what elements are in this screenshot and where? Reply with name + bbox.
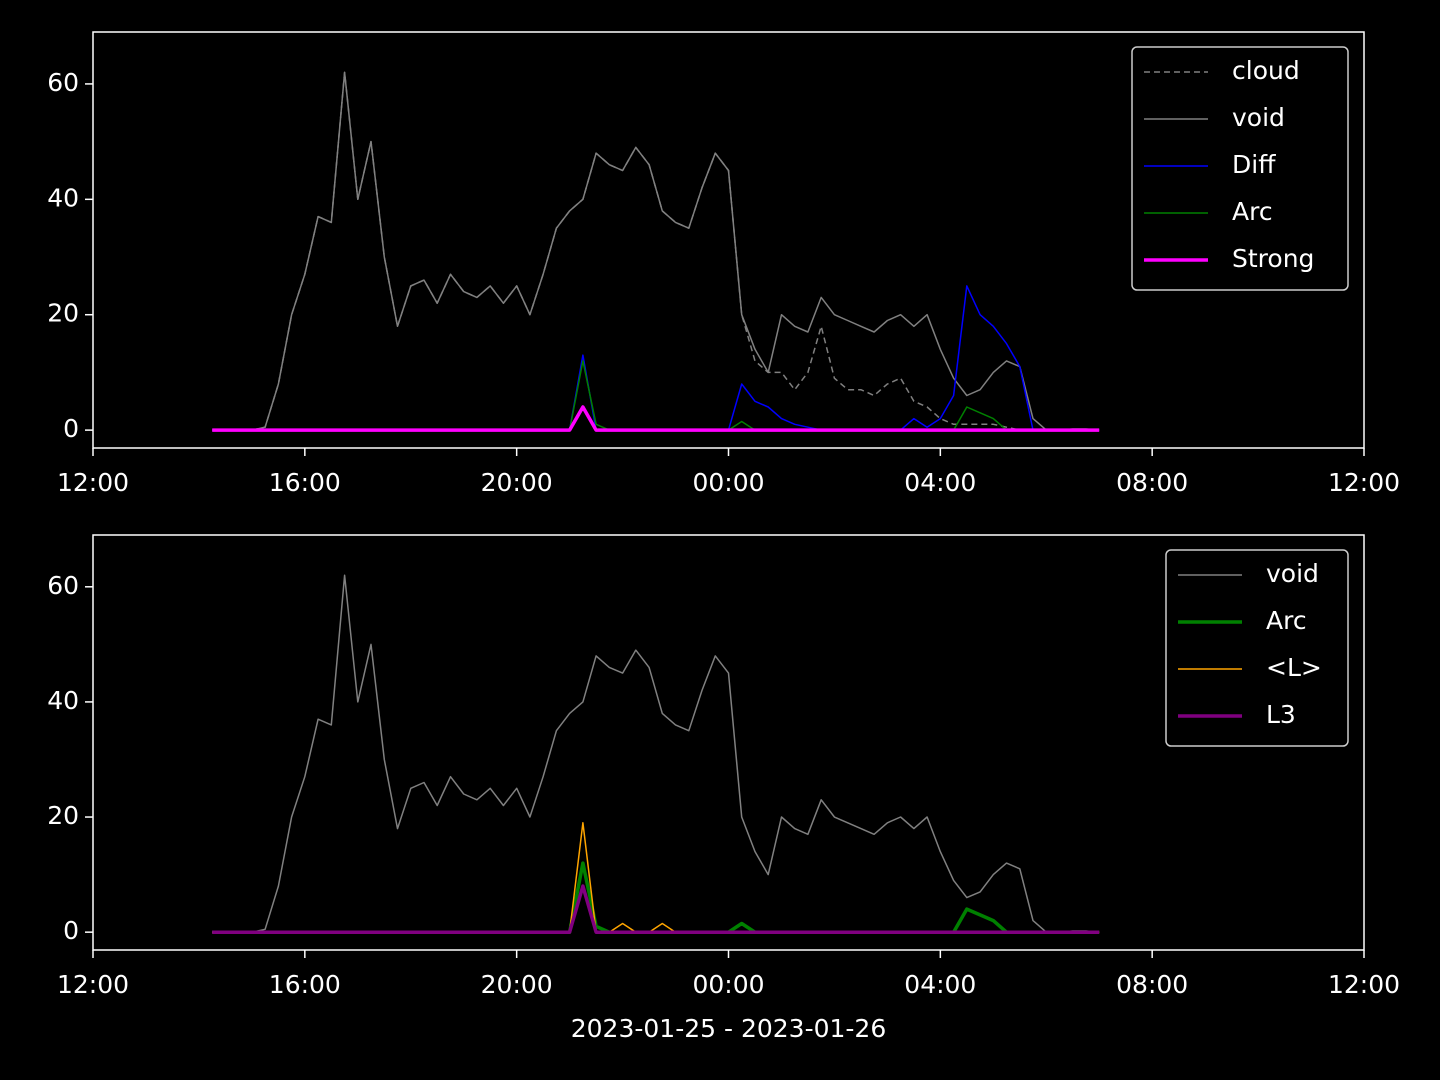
x-axis-label: 2023-01-25 - 2023-01-26 <box>571 1014 887 1043</box>
x-tick-label: 00:00 <box>692 970 764 999</box>
x-tick-label: 12:00 <box>1328 468 1400 497</box>
x-tick-label: 08:00 <box>1116 970 1188 999</box>
panel: 12:00 16:00 20:00 00:00 04:00 08:00 12:00 0 20 40… <box>47 31 1400 497</box>
legend-box <box>1165 549 1349 747</box>
legend-box <box>1131 46 1349 291</box>
x-tick-label: 04:00 <box>904 468 976 497</box>
x-tick-label: 04:00 <box>904 970 976 999</box>
y-tick-label: 40 <box>47 183 79 212</box>
x-tick-label: 12:00 <box>1328 970 1400 999</box>
x-tick-label: 08:00 <box>1116 468 1188 497</box>
legend-label: Strong <box>1232 244 1314 273</box>
x-tick-label: 20:00 <box>481 468 553 497</box>
y-tick-label: 40 <box>47 686 79 715</box>
x-tick-label: 16:00 <box>269 468 341 497</box>
x-tick-label: 12:00 <box>57 970 129 999</box>
legend-label: L3 <box>1266 700 1296 729</box>
legend-label: Arc <box>1266 606 1307 635</box>
y-tick-label: 20 <box>47 801 79 830</box>
y-tick-label: 0 <box>63 916 79 945</box>
y-tick-label: 0 <box>63 414 79 443</box>
legend-label: Arc <box>1232 197 1273 226</box>
legend-label: void <box>1266 559 1319 588</box>
x-tick-label: 12:00 <box>57 468 129 497</box>
legend-label: <L> <box>1266 653 1322 682</box>
legend-label: Diff <box>1232 150 1276 179</box>
x-tick-label: 00:00 <box>692 468 764 497</box>
series-line <box>212 71 1100 431</box>
legend-label: void <box>1232 103 1285 132</box>
y-tick-label: 60 <box>47 68 79 97</box>
x-tick-label: 16:00 <box>269 970 341 999</box>
series-line <box>212 405 1100 432</box>
legend: void Arc <L> L3 <box>1165 549 1349 747</box>
series-line <box>212 574 1100 933</box>
legend: cloud void Diff Arc Strong <box>1131 46 1349 291</box>
legend-label: cloud <box>1232 56 1300 85</box>
y-tick-label: 60 <box>47 571 79 600</box>
panel: 12:00 16:00 20:00 00:00 04:00 08:00 12:00 0 20 40… <box>47 534 1400 1043</box>
series-line <box>212 884 1100 934</box>
x-tick-label: 20:00 <box>481 970 553 999</box>
y-tick-label: 20 <box>47 299 79 328</box>
